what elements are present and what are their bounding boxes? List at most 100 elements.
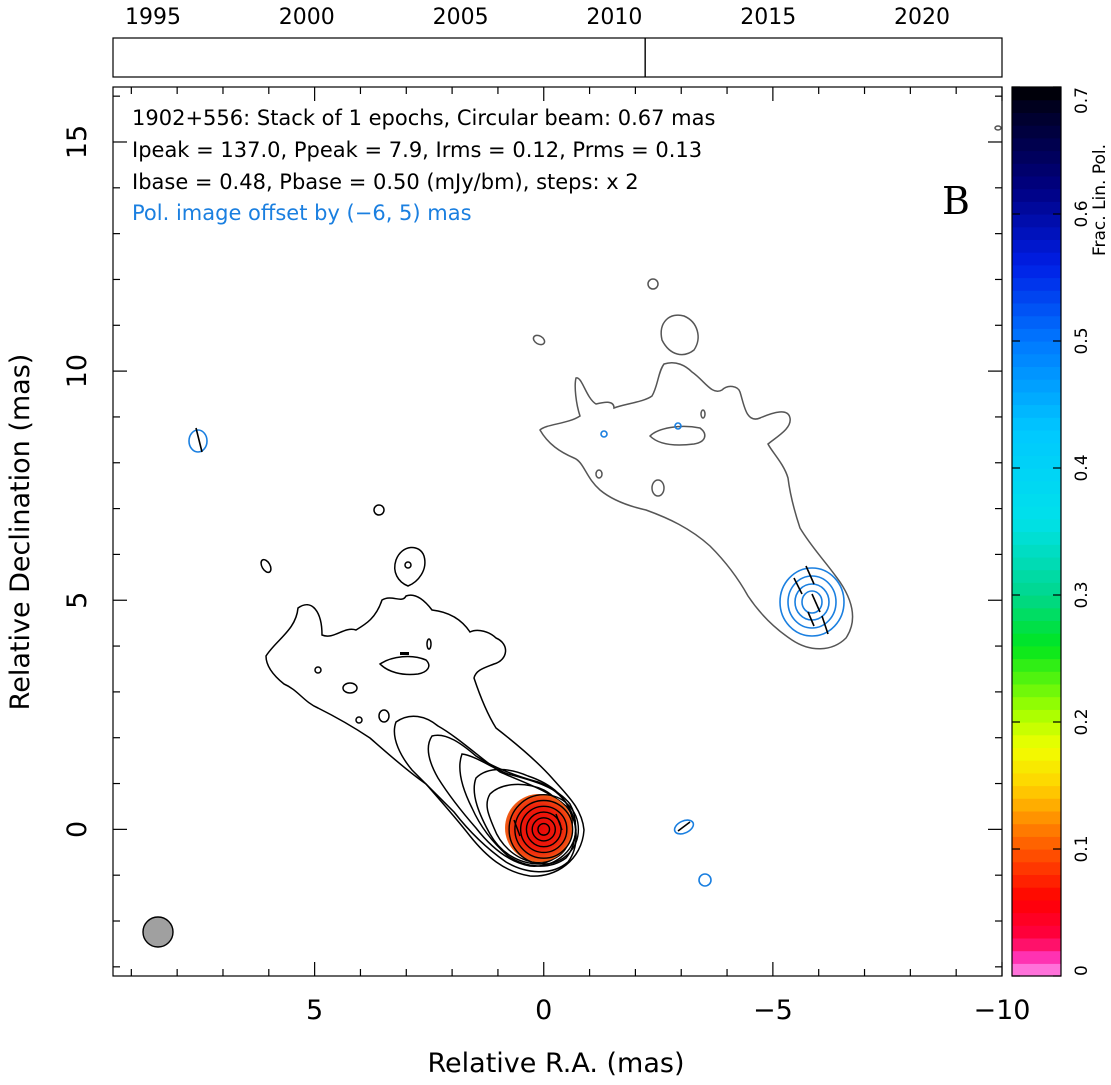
core-contour [519, 805, 568, 854]
timeline-year-label: 2000 [279, 5, 335, 30]
colorbar-band [1012, 99, 1061, 113]
colorbar-band [1012, 137, 1061, 152]
colorbar-band [1012, 798, 1061, 812]
colorbar-band [1012, 404, 1061, 418]
panel-letter: B [942, 179, 970, 223]
evpa-tick [811, 593, 821, 613]
epoch-timeline: 1995 2000 2005 2010 2015 2020 [112, 5, 1003, 78]
colorbar-tick-label: 0 [1072, 965, 1092, 976]
y-tick-label: 10 [62, 354, 93, 388]
pol-offset-blob-b [651, 479, 665, 497]
evpa-tick [805, 565, 815, 585]
colorbar-band [1012, 290, 1061, 304]
pol-offset-blob-a [648, 425, 706, 446]
header-line-3: Ibase = 0.48, Pbase = 0.50 (mJy/bm), ste… [132, 170, 639, 194]
colorbar-band [1012, 874, 1061, 888]
pol-offset-blob-d [532, 334, 546, 346]
colorbar-band [1012, 633, 1061, 647]
pol-core-contour-1 [779, 567, 845, 637]
x-tick-label: −5 [753, 995, 793, 1026]
timeline-year-label: 1995 [125, 5, 181, 30]
pol-offset-blob-g [994, 125, 1002, 131]
colorbar-band [1012, 887, 1061, 901]
pol-contours [188, 422, 845, 887]
header-line-2: Ipeak = 137.0, Ppeak = 7.9, Irms = 0.12,… [132, 138, 702, 162]
colorbar-band [1012, 785, 1061, 799]
y-tick-label: 0 [62, 821, 93, 838]
pol-offset-blob-top [660, 314, 699, 356]
colorbar-label: Frac. Lin. Pol. [1090, 144, 1110, 256]
stokes-i-blob-b [342, 682, 358, 694]
colorbar-band [1012, 912, 1061, 926]
stokes-i-knot-inner [404, 561, 412, 569]
stokes-i-contour-3 [427, 734, 577, 867]
colorbar-band [1012, 963, 1061, 977]
colorbar-band [1012, 518, 1061, 533]
colorbar-band [1012, 696, 1061, 710]
stokes-i-tick-mark [400, 652, 409, 655]
colorbar-band [1012, 760, 1061, 774]
colorbar-band [1012, 150, 1061, 164]
colorbar-band [1012, 87, 1061, 101]
colorbar-band [1012, 645, 1061, 660]
core-evpa-1 [513, 819, 521, 837]
colorbar-band [1012, 328, 1061, 342]
stokes-i-knot [394, 546, 426, 587]
colorbar-band [1012, 899, 1061, 914]
timeline-year-label: 2010 [586, 5, 642, 30]
colorbar-band [1012, 823, 1061, 837]
core-contour [537, 822, 551, 836]
pol-offset-blob-c [647, 278, 659, 290]
core-contour [531, 817, 557, 842]
colorbar-band [1012, 455, 1061, 469]
colorbar-band [1012, 175, 1061, 190]
colorbar-band [1012, 683, 1061, 698]
evpa-ticks [195, 427, 829, 832]
colorbar-band [1012, 734, 1061, 748]
colorbar-band [1012, 214, 1061, 228]
stokes-i-contour-outer [265, 594, 585, 877]
colorbar-tick-label: 0.1 [1072, 835, 1092, 862]
pol-blob-a [188, 429, 208, 453]
stokes-i-blob-c [378, 709, 390, 723]
colorbar-tick-label: 0.6 [1072, 200, 1092, 227]
colorbar-band [1012, 125, 1061, 139]
x-tick-label: −10 [974, 995, 1031, 1026]
colorbar-band [1012, 531, 1061, 545]
colorbar-band [1012, 391, 1061, 406]
timeline-year-label: 2005 [433, 5, 489, 30]
stokes-i-blob-f [426, 638, 432, 650]
stokes-i-contours [260, 504, 585, 877]
stokes-i-blob-g [373, 504, 385, 516]
plot-header: 1902+556: Stack of 1 epochs, Circular be… [132, 106, 715, 225]
colorbar-band [1012, 861, 1061, 875]
colorbar-tick-label: 0.7 [1072, 87, 1092, 114]
colorbar-band [1012, 429, 1061, 444]
x-tick-label: 0 [535, 995, 552, 1026]
colorbar-band [1012, 544, 1061, 558]
offset-note: Pol. image offset by (−6, 5) mas [132, 201, 472, 225]
colorbar-band [1012, 188, 1061, 202]
colorbar-band [1012, 315, 1061, 329]
colorbar-band [1012, 252, 1061, 266]
core-contour [508, 794, 580, 865]
colorbar-band [1012, 722, 1061, 736]
colorbar-frame [1011, 86, 1062, 977]
colorbar-band [1012, 442, 1061, 456]
colorbar-band [1012, 112, 1061, 126]
evpa-tick [793, 577, 803, 595]
colorbar: 0 0.1 0.2 0.3 0.4 0.5 0.6 0.7 Frac. Lin. Pol. [1011, 86, 1110, 977]
plot-frame [112, 86, 1003, 977]
colorbar-band [1012, 658, 1061, 672]
main-plot: 5 0 −5 −10 0 5 10 15 [62, 86, 1031, 1026]
colorbar-band [1012, 302, 1061, 317]
colorbar-band [1012, 277, 1061, 291]
core-component [505, 794, 580, 865]
restoring-beam [142, 916, 174, 948]
colorbar-tick-label: 0.5 [1072, 327, 1092, 354]
timeline-year-label: 2020 [894, 5, 950, 30]
colorbar-band [1012, 849, 1061, 863]
colorbar-band [1012, 506, 1061, 520]
core-contour [514, 799, 574, 859]
colorbar-band [1012, 468, 1061, 482]
